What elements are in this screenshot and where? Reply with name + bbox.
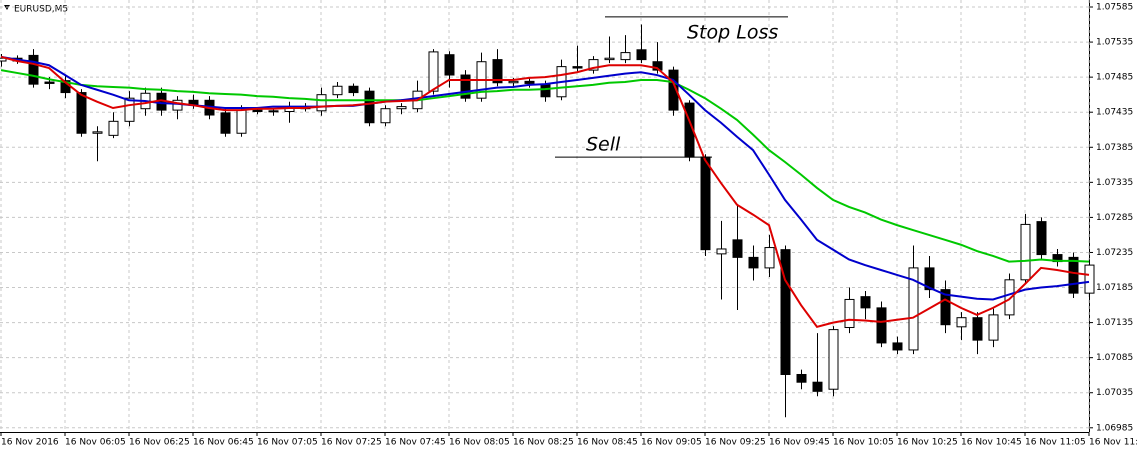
x-tick-label: 16 Nov 08:25 xyxy=(513,438,574,448)
candle-body xyxy=(428,51,439,92)
candle-body xyxy=(956,317,967,328)
candle-body xyxy=(572,66,583,69)
x-tick-label: 16 Nov 06:45 xyxy=(193,438,254,448)
candle-body xyxy=(108,120,119,136)
candle-body xyxy=(92,131,103,134)
candle-body xyxy=(124,97,135,122)
candle-body xyxy=(908,267,919,351)
candle-body xyxy=(700,156,711,251)
x-tick-label: 16 Nov 07:05 xyxy=(257,438,318,448)
x-tick-label: 16 Nov 11:25 xyxy=(1089,438,1137,448)
candle-body xyxy=(652,61,663,71)
candles xyxy=(0,24,1095,418)
candle-body xyxy=(1068,256,1079,294)
candle-body xyxy=(892,342,903,351)
candle-body xyxy=(444,54,455,76)
candle-body xyxy=(588,59,599,71)
candle-body xyxy=(348,85,359,94)
candle-body xyxy=(780,249,791,375)
candle-body xyxy=(268,110,279,113)
moving-average xyxy=(0,55,1090,328)
y-tick-label: 1.07135 xyxy=(1096,318,1133,328)
x-tick-label: 16 Nov 09:45 xyxy=(769,438,830,448)
y-tick-label: 1.07435 xyxy=(1096,108,1133,118)
candle-body xyxy=(508,80,519,84)
y-tick-label: 1.07535 xyxy=(1096,38,1133,48)
annotation-label: Sell xyxy=(586,134,621,156)
x-tick-label: 16 Nov 09:05 xyxy=(641,438,702,448)
candle-body xyxy=(748,256,759,269)
candle-body xyxy=(844,298,855,329)
candle-body xyxy=(540,84,551,98)
x-tick-label: 16 Nov 10:25 xyxy=(897,438,958,448)
x-tick-label: 16 Nov 2016 xyxy=(1,438,59,448)
candle-body xyxy=(252,109,263,113)
candle-body xyxy=(668,69,679,111)
candle-body xyxy=(924,267,935,291)
candle-body xyxy=(364,90,375,124)
y-tick-label: 1.07235 xyxy=(1096,248,1133,258)
candle-body xyxy=(316,94,327,112)
candle-body xyxy=(492,59,503,84)
y-tick-label: 1.07585 xyxy=(1096,3,1133,13)
x-tick-label: 16 Nov 09:25 xyxy=(705,438,766,448)
x-tick-label: 16 Nov 10:45 xyxy=(961,438,1022,448)
x-tick-label: 16 Nov 07:25 xyxy=(321,438,382,448)
x-tick-label: 16 Nov 11:05 xyxy=(1025,438,1086,448)
candle-body xyxy=(860,296,871,309)
candle-body xyxy=(732,239,743,258)
candle-body xyxy=(460,74,471,99)
x-tick-label: 16 Nov 08:05 xyxy=(449,438,510,448)
candle-body xyxy=(236,109,247,134)
y-tick-label: 1.07335 xyxy=(1096,178,1133,188)
candle-body xyxy=(828,329,839,390)
candle-body xyxy=(1084,264,1095,294)
candle-body xyxy=(76,92,87,134)
candle-body xyxy=(764,247,775,269)
annotation-label: Stop Loss xyxy=(687,21,778,43)
candle-body xyxy=(620,52,631,61)
candle-body xyxy=(604,57,615,61)
candle-body xyxy=(940,289,951,326)
y-tick-label: 1.07285 xyxy=(1096,213,1133,223)
x-tick-label: 16 Nov 10:05 xyxy=(833,438,894,448)
candle-body xyxy=(636,49,647,61)
candle-body xyxy=(0,57,7,62)
y-tick-label: 1.07385 xyxy=(1096,143,1133,153)
candle-body xyxy=(796,373,807,383)
candle-body xyxy=(1020,223,1031,281)
candle-body xyxy=(988,314,999,341)
candle-body xyxy=(524,80,535,84)
candle-body xyxy=(396,106,407,110)
candle-body xyxy=(972,317,983,341)
candle-body xyxy=(332,85,343,96)
candle-body xyxy=(716,248,727,255)
moving-average xyxy=(0,69,1090,263)
candle-body xyxy=(876,307,887,344)
y-tick-label: 1.07185 xyxy=(1096,283,1133,293)
y-tick-label: 1.06985 xyxy=(1096,423,1133,433)
y-tick-label: 1.07085 xyxy=(1096,353,1133,363)
x-tick-label: 16 Nov 07:45 xyxy=(385,438,446,448)
candle-body xyxy=(28,54,39,85)
y-tick-label: 1.07035 xyxy=(1096,388,1133,398)
x-tick-label: 16 Nov 06:25 xyxy=(129,438,190,448)
candle-body xyxy=(1036,221,1047,256)
candle-body xyxy=(380,108,391,124)
candle-body xyxy=(44,81,55,84)
candle-body xyxy=(220,112,231,134)
candle-body xyxy=(1004,279,1015,316)
x-tick-label: 16 Nov 08:45 xyxy=(577,438,638,448)
y-tick-label: 1.07485 xyxy=(1096,73,1133,83)
x-tick-label: 16 Nov 06:05 xyxy=(65,438,126,448)
chart-title: EURUSD,M5 xyxy=(14,5,68,15)
candle-body xyxy=(812,381,823,392)
